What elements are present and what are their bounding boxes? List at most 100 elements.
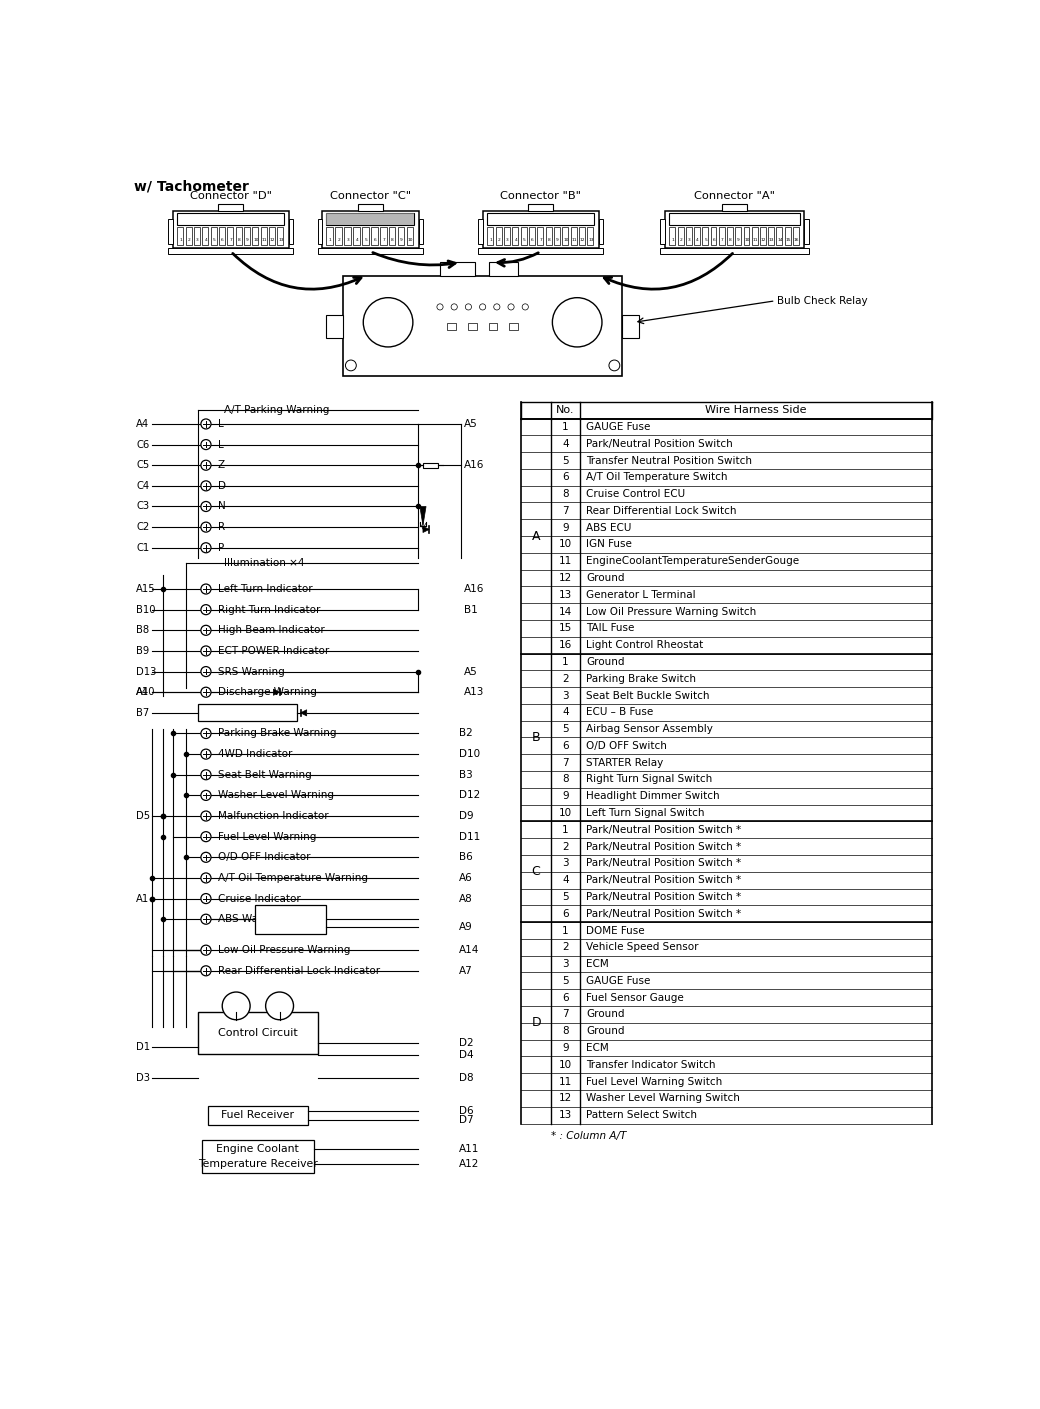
Circle shape xyxy=(223,992,251,1020)
Bar xyxy=(622,314,640,338)
Text: 9: 9 xyxy=(563,523,569,533)
Bar xyxy=(694,227,700,245)
Bar xyxy=(194,227,200,245)
Bar xyxy=(727,227,733,245)
Text: B3: B3 xyxy=(459,769,472,779)
Text: 16: 16 xyxy=(558,640,572,650)
Text: Temperature Receiver: Temperature Receiver xyxy=(198,1160,318,1169)
Circle shape xyxy=(201,812,211,821)
Text: 8: 8 xyxy=(563,775,569,785)
Circle shape xyxy=(201,626,211,635)
Circle shape xyxy=(522,304,528,310)
Circle shape xyxy=(201,480,211,490)
Text: B10: B10 xyxy=(136,604,156,614)
Text: 5: 5 xyxy=(523,238,525,242)
Bar xyxy=(447,323,456,330)
Circle shape xyxy=(363,297,413,347)
Bar xyxy=(760,227,765,245)
Text: Generator L Terminal: Generator L Terminal xyxy=(587,590,696,600)
Bar xyxy=(752,227,758,245)
Text: A10: A10 xyxy=(136,688,156,697)
Bar xyxy=(792,227,799,245)
Bar xyxy=(185,227,191,245)
Bar xyxy=(219,227,225,245)
Text: 12: 12 xyxy=(579,238,586,242)
Bar xyxy=(327,227,333,245)
Text: No.: No. xyxy=(556,406,575,416)
Bar xyxy=(546,227,551,245)
Text: B9: B9 xyxy=(136,645,150,657)
Text: 15: 15 xyxy=(558,623,572,634)
Text: Seat Belt Buckle Switch: Seat Belt Buckle Switch xyxy=(587,690,710,700)
Circle shape xyxy=(201,852,211,862)
Text: A5: A5 xyxy=(464,666,477,676)
Text: 16: 16 xyxy=(794,238,799,242)
Text: 1: 1 xyxy=(489,238,492,242)
Text: Light Control Rheostat: Light Control Rheostat xyxy=(587,640,704,650)
Text: Cruise Indicator: Cruise Indicator xyxy=(217,893,301,903)
Text: 6: 6 xyxy=(222,238,224,242)
Bar xyxy=(744,227,750,245)
Text: 12: 12 xyxy=(558,573,572,583)
Text: A15: A15 xyxy=(136,585,156,595)
Text: Park/Neutral Position Switch *: Park/Neutral Position Switch * xyxy=(587,875,742,885)
Bar xyxy=(735,227,742,245)
Text: Inverter: Inverter xyxy=(269,921,311,931)
Polygon shape xyxy=(274,689,280,695)
Bar xyxy=(504,227,510,245)
Text: 9: 9 xyxy=(737,238,740,242)
Polygon shape xyxy=(420,506,426,526)
Text: A9: A9 xyxy=(459,921,472,931)
Text: Headlight Dimmer Switch: Headlight Dimmer Switch xyxy=(587,792,720,802)
Bar xyxy=(599,220,603,244)
Text: 10: 10 xyxy=(563,238,569,242)
Text: A/T Parking Warning: A/T Parking Warning xyxy=(224,406,329,416)
Text: ECT POWER Indicator: ECT POWER Indicator xyxy=(217,645,329,657)
Text: Transfer Neutral Position Switch: Transfer Neutral Position Switch xyxy=(587,455,753,465)
Text: C: C xyxy=(531,865,541,878)
Polygon shape xyxy=(423,527,430,533)
Text: 6: 6 xyxy=(531,238,534,242)
Circle shape xyxy=(201,893,211,903)
Text: 9: 9 xyxy=(400,238,402,242)
Text: Park/Neutral Position Switch: Park/Neutral Position Switch xyxy=(587,438,733,448)
Text: 1: 1 xyxy=(672,238,674,242)
Text: 1: 1 xyxy=(563,926,569,936)
Text: TAIL Fuse: TAIL Fuse xyxy=(587,623,634,634)
Text: A16: A16 xyxy=(464,585,485,595)
Bar xyxy=(269,227,276,245)
Text: 2: 2 xyxy=(679,238,682,242)
Text: Park/Neutral Position Switch *: Park/Neutral Position Switch * xyxy=(587,824,742,834)
Circle shape xyxy=(201,769,211,779)
Bar xyxy=(419,220,423,244)
Bar xyxy=(769,227,774,245)
Text: A/T Oil Temperature Warning: A/T Oil Temperature Warning xyxy=(217,874,367,883)
Bar xyxy=(168,248,293,254)
Text: Fuel Level Warning: Fuel Level Warning xyxy=(217,831,316,841)
Text: 8: 8 xyxy=(563,1026,569,1036)
Text: D7: D7 xyxy=(459,1115,473,1124)
Bar xyxy=(588,227,594,245)
Bar xyxy=(489,262,518,276)
Bar xyxy=(208,1106,308,1124)
Text: Discharge Warning: Discharge Warning xyxy=(217,688,316,697)
Bar xyxy=(554,227,561,245)
Text: GAUGE Fuse: GAUGE Fuse xyxy=(587,976,651,986)
Text: 3: 3 xyxy=(563,960,569,969)
Text: 2: 2 xyxy=(563,841,569,851)
Text: Cruise Control ECU: Cruise Control ECU xyxy=(587,489,685,499)
Text: O/D OFF Indicator: O/D OFF Indicator xyxy=(217,852,310,862)
Text: Washer Level Warning Switch: Washer Level Warning Switch xyxy=(587,1093,740,1103)
Text: 11: 11 xyxy=(558,557,572,566)
Text: 5: 5 xyxy=(563,976,569,986)
Text: Fuel Receiver: Fuel Receiver xyxy=(222,1110,294,1120)
Text: A6: A6 xyxy=(459,874,472,883)
Text: N: N xyxy=(217,502,226,511)
Circle shape xyxy=(201,831,211,841)
Bar xyxy=(218,204,243,211)
Text: 9: 9 xyxy=(563,792,569,802)
Bar xyxy=(670,213,800,225)
Text: Fuel Level Warning Switch: Fuel Level Warning Switch xyxy=(587,1076,723,1086)
Circle shape xyxy=(201,750,211,759)
Bar xyxy=(327,314,343,338)
